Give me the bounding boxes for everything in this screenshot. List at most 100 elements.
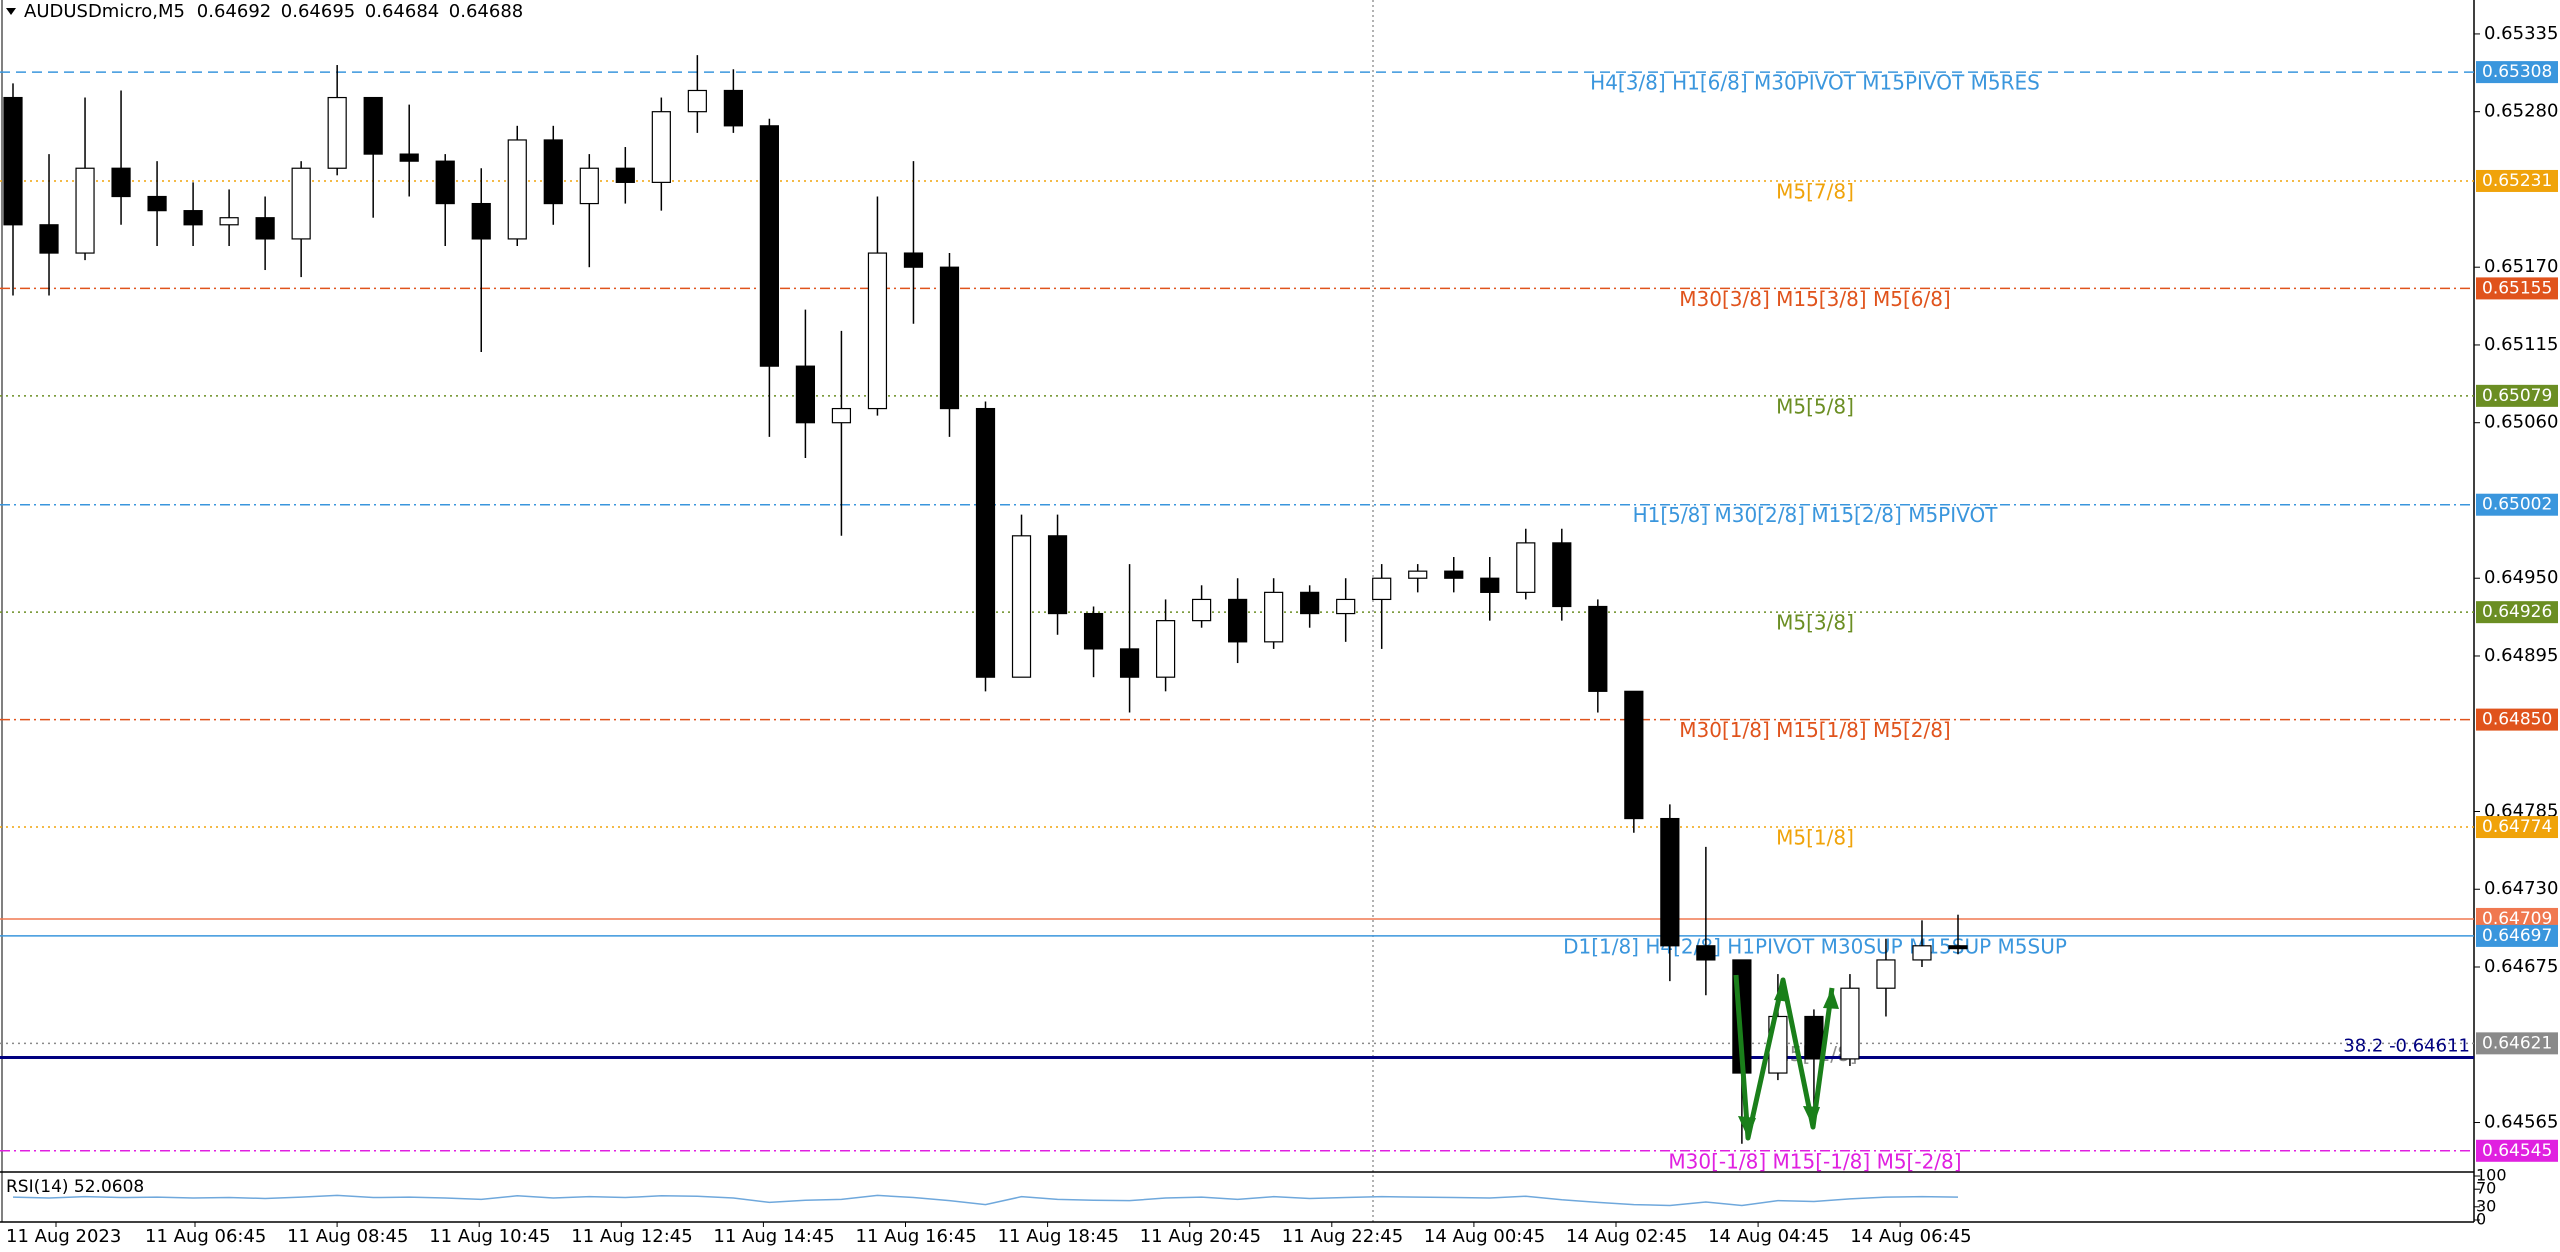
candle-body: [1192, 598, 1212, 622]
rsi-line: [12, 1194, 1959, 1207]
candle-body: [1480, 577, 1500, 593]
symbol: AUDUSDmicro,M5: [24, 1, 185, 22]
header-quote: 0.64692: [197, 1, 271, 22]
price-tag: [2476, 708, 2558, 731]
x-tick-label: 11 Aug 16:45: [856, 1226, 977, 1247]
candle-body: [1804, 1015, 1824, 1060]
price-tag: [2476, 1139, 2558, 1162]
candle-body: [1588, 605, 1608, 692]
x-tick-label: 11 Aug 10:45: [429, 1226, 550, 1247]
candle-body: [1119, 648, 1140, 678]
y-tick-label: 0.65335: [2484, 23, 2558, 44]
candle-body: [111, 167, 131, 198]
candle-body: [1876, 959, 1896, 989]
arrow-head: [1803, 1106, 1820, 1127]
candle-body: [435, 160, 455, 205]
rsi-tick-label: 30: [2476, 1196, 2496, 1215]
candle-body: [687, 89, 707, 113]
level-label: M5[7/8]: [1776, 179, 1854, 203]
rsi-tick-label: 100: [2476, 1166, 2507, 1185]
level-label: M5[5/8]: [1776, 394, 1854, 418]
price-tag-label: 0.64926: [2482, 602, 2552, 622]
x-tick-label: 11 Aug 06:45: [145, 1226, 266, 1247]
candle-body: [867, 252, 888, 410]
candle-body: [1083, 612, 1104, 650]
header-quote: 0.64688: [449, 1, 523, 22]
candle-body: [1912, 945, 1932, 961]
price-tag: [2476, 601, 2558, 624]
rsi-tick-label: 0: [2476, 1210, 2486, 1229]
level-label: M30[-1/8] M15[-1/8] M5[-2/8]: [1668, 1149, 1961, 1173]
candle-body: [1155, 620, 1176, 678]
candle-body: [471, 202, 491, 240]
y-tick-label: 0.64730: [2484, 878, 2558, 899]
level-label: H4[3/8] H1[6/8] M30PIVOT M15PIVOT M5RES: [1590, 71, 2040, 95]
candle-body: [1948, 945, 1968, 950]
y-tick-label: 0.64950: [2484, 567, 2558, 588]
x-tick-label: 11 Aug 20:45: [1140, 1226, 1261, 1247]
collapse-icon[interactable]: [6, 8, 16, 15]
level-label: M30[3/8] M15[3/8] M5[6/8]: [1679, 287, 1950, 311]
candle-body: [75, 167, 95, 254]
candle-body: [1336, 598, 1356, 615]
x-tick-label: 11 Aug 08:45: [287, 1226, 408, 1247]
candle-body: [3, 96, 23, 226]
price-tag-label: 0.64709: [2482, 909, 2552, 929]
candle-body: [327, 96, 347, 169]
y-tick-label: 0.65170: [2484, 256, 2558, 277]
x-tick-label: 11 Aug 12:45: [571, 1226, 692, 1247]
time-axis: 11 Aug 2023 11 Aug 06:45 11 Aug 08:45 11 Au…: [6, 1222, 1972, 1247]
candle-body: [1264, 591, 1284, 643]
level-label: M5[1/8]: [1776, 826, 1854, 850]
fib-label: 38.2 -0.64611: [2343, 1035, 2470, 1056]
price-tag-label: 0.64774: [2482, 817, 2552, 837]
candle-body: [39, 224, 59, 254]
candle-body: [1300, 591, 1320, 615]
candle-body: [183, 210, 203, 226]
candle-body: [147, 195, 167, 212]
y-tick-label: 0.65060: [2484, 412, 2558, 433]
candle-body: [1047, 535, 1068, 615]
arrow-head: [1823, 988, 1839, 1009]
level-label: H1[5/8] M30[2/8] M15[2/8] M5PIVOT: [1633, 503, 1999, 527]
price-tag: [2476, 924, 2558, 947]
x-tick-label: 11 Aug 18:45: [998, 1226, 1119, 1247]
rsi-label: RSI(14) 52.0608: [6, 1177, 144, 1197]
levels: H4[3/8] H1[6/8] M30PIVOT M15PIVOT M5RES M…: [0, 71, 2474, 1173]
arrow-head: [1738, 1116, 1756, 1138]
price-tag: [2476, 816, 2558, 839]
candle-body: [1444, 570, 1464, 579]
candle-body: [1696, 945, 1716, 961]
y-tick-label: 0.64565: [2484, 1112, 2558, 1133]
candle-body: [651, 111, 671, 183]
rsi-tick-label: 70: [2476, 1179, 2496, 1198]
candle-body: [1552, 542, 1572, 608]
y-tick-label: 0.64895: [2484, 645, 2558, 666]
candle-body: [939, 266, 960, 410]
candle-body: [795, 365, 816, 424]
candle-body: [1516, 542, 1536, 593]
candle-body: [507, 139, 527, 240]
candle-body: [1624, 690, 1644, 820]
candle-body: [615, 167, 635, 183]
candle-body: [1228, 598, 1248, 643]
y-tick-label: 0.65115: [2484, 334, 2558, 355]
x-tick-label: 14 Aug 04:45: [1708, 1226, 1829, 1247]
price-tag-label: 0.65079: [2482, 386, 2552, 406]
candle-body: [1011, 535, 1032, 678]
x-tick-label: 14 Aug 02:45: [1566, 1226, 1687, 1247]
candle-body: [543, 139, 563, 205]
price-tag: [2476, 169, 2558, 192]
candle-body: [759, 125, 779, 367]
candle-body: [255, 217, 275, 240]
x-tick-label: 14 Aug 06:45: [1850, 1226, 1971, 1247]
price-tag-label: 0.65231: [2482, 171, 2552, 191]
price-tag-label: 0.64545: [2482, 1141, 2552, 1161]
candle-body: [723, 89, 743, 127]
candle-body: [1660, 817, 1680, 947]
candle-body: [831, 407, 852, 424]
price-tag: [2476, 1032, 2558, 1055]
